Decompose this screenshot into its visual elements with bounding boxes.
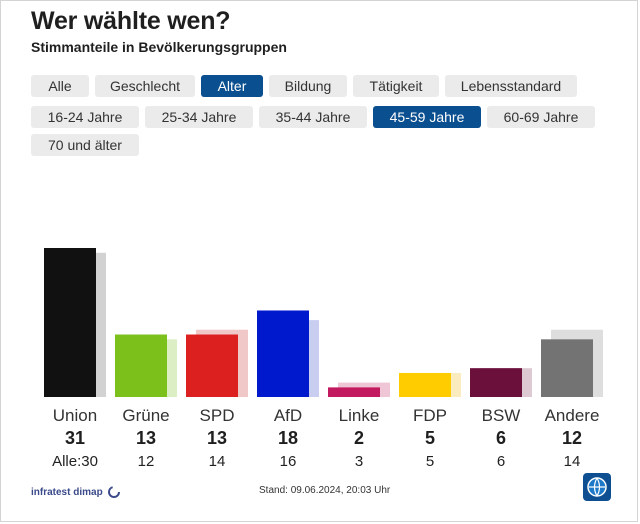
alle-value-afd: 16 [280,453,297,470]
bar-linke [328,387,380,397]
bar-andere [541,339,593,397]
tab-age-35-44[interactable]: 35-44 Jahre [259,106,367,128]
page-title: Wer wählte wen? [31,7,231,35]
tab-bildung[interactable]: Bildung [269,75,347,97]
tab-age-16-24[interactable]: 16-24 Jahre [31,106,139,128]
category-label-bsw: BSW [482,406,521,425]
bar-union [44,248,96,397]
category-label-andere: Andere [545,406,600,425]
category-label-linke: Linke [339,406,380,425]
tagesschau-logo-icon [583,473,611,501]
value-label-afd: 18 [278,428,298,448]
value-label-spd: 13 [207,428,227,448]
alle-value-spd: 14 [209,453,226,470]
age-group-tabs: 16-24 Jahre 25-34 Jahre 35-44 Jahre 45-5… [31,106,601,156]
category-label-spd: SPD [200,406,235,425]
bar-fdp [399,372,451,397]
value-label-bsw: 6 [496,428,506,448]
page-subtitle: Stimmanteile in Bevölkerungsgruppen [31,39,287,55]
category-label-afd: AfD [274,406,302,425]
alle-value-andere: 14 [564,453,581,470]
tab-age-45-59[interactable]: 45-59 Jahre [373,106,481,128]
bar-afd [257,310,309,397]
bar-chart: Union 31 Alle:30 Grüne 13 12 SPD 13 14 AfD 18 16 Lin… [44,248,603,470]
tab-age-25-34[interactable]: 25-34 Jahre [145,106,253,128]
tab-age-60-69[interactable]: 60-69 Jahre [487,106,595,128]
alle-value-linke: 3 [355,453,363,470]
value-label-union: 31 [65,428,85,448]
category-label-union: Union [53,406,97,425]
tab-alter[interactable]: Alter [201,75,263,97]
tab-taetigkeit[interactable]: Tätigkeit [353,75,439,97]
value-label-andere: 12 [562,428,582,448]
alle-value-fdp: 5 [426,453,434,470]
timestamp: Stand: 09.06.2024, 20:03 Uhr [259,485,391,496]
tab-geschlecht[interactable]: Geschlecht [95,75,195,97]
bar-spd [186,334,238,397]
tab-lebensstandard[interactable]: Lebensstandard [445,75,577,97]
category-label-gr-ne: Grüne [122,406,169,425]
tab-age-70-plus[interactable]: 70 und älter [31,134,139,156]
value-label-fdp: 5 [425,428,435,448]
brand-text: infratest dimap [31,486,103,498]
alle-value-union: Alle:30 [52,453,98,470]
infratest-dimap-logo: infratest dimap [31,485,121,499]
alle-value-bsw: 6 [497,453,505,470]
tab-alle[interactable]: Alle [31,75,89,97]
bar-bsw [470,368,522,397]
bar-gr-ne [115,334,167,397]
value-label-gr-ne: 13 [136,428,156,448]
category-label-fdp: FDP [413,406,447,425]
category-tabs: Alle Geschlecht Alter Bildung Tätigkeit … [31,75,577,97]
dimap-circle-icon [107,486,120,498]
alle-value-gr-ne: 12 [138,453,155,470]
value-label-linke: 2 [354,428,364,448]
